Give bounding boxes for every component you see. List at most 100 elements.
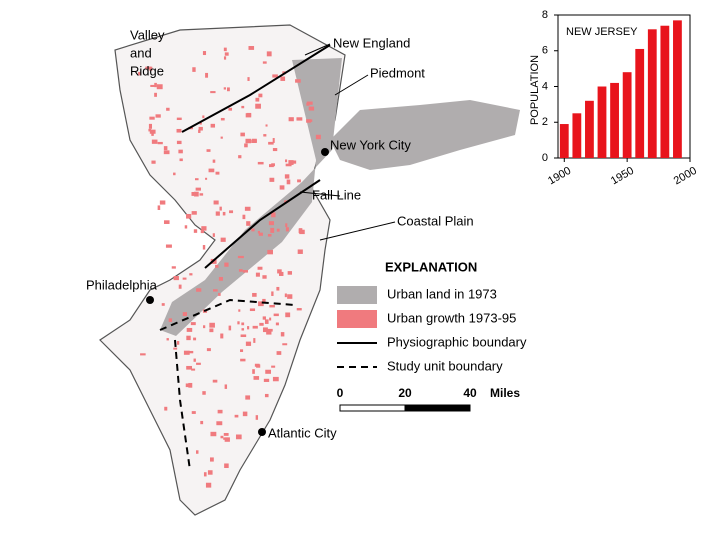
urban-growth-patch <box>207 470 213 475</box>
urban-growth-patch <box>280 76 286 81</box>
urban-growth-patch <box>285 227 289 232</box>
urban-growth-patch <box>238 309 241 312</box>
urban-growth-patch <box>267 249 273 255</box>
urban-growth-patch <box>220 136 223 139</box>
urban-growth-patch <box>151 139 158 144</box>
urban-growth-patch <box>265 124 268 127</box>
urban-growth-patch <box>176 128 182 133</box>
city-label: New York City <box>330 137 411 152</box>
urban-growth-patch <box>151 160 156 164</box>
region-label: and <box>130 45 152 60</box>
urban-growth-patch <box>258 232 263 236</box>
urban-growth-patch <box>308 106 315 111</box>
urban-growth-patch <box>191 211 197 215</box>
urban-growth-patch <box>199 121 202 125</box>
urban-growth-patch <box>255 103 261 109</box>
urban-growth-patch <box>288 160 294 165</box>
x-tick-label: 2000 <box>672 165 699 188</box>
urban-growth-patch <box>270 227 275 233</box>
urban-growth-patch <box>216 421 223 426</box>
urban-growth-patch <box>195 178 199 181</box>
urban-growth-patch <box>220 435 224 439</box>
bar <box>585 100 594 158</box>
urban-growth-patch <box>235 434 242 440</box>
urban-growth-patch <box>252 325 258 329</box>
urban-growth <box>138 46 321 488</box>
urban-growth-patch <box>240 358 246 362</box>
urban-growth-patch <box>217 409 223 414</box>
urban-growth-patch <box>224 384 228 389</box>
region-label: Ridge <box>130 63 164 78</box>
urban-growth-patch <box>224 463 229 469</box>
city-label: Atlantic City <box>268 425 337 440</box>
urban-growth-patch <box>186 327 193 332</box>
urban-growth-patch <box>285 159 288 163</box>
urban-growth-patch <box>212 233 215 237</box>
urban-growth-patch <box>253 338 256 343</box>
urban-growth-patch <box>179 158 183 162</box>
urban-growth-patch <box>252 292 257 297</box>
urban-growth-patch <box>258 93 263 98</box>
urban-growth-patch <box>213 200 219 205</box>
urban-growth-patch <box>285 223 288 228</box>
urban-growth-patch <box>262 327 268 333</box>
study-unit-boundary <box>174 339 191 471</box>
scale-label: 20 <box>398 386 412 400</box>
urban-growth-patch <box>251 138 257 143</box>
urban-growth-patch <box>223 87 226 90</box>
urban-growth-patch <box>173 172 176 176</box>
urban-growth-patch <box>223 56 227 60</box>
urban-growth-patch <box>241 105 245 109</box>
urban-growth-patch <box>203 472 207 477</box>
urban-growth-patch <box>182 277 187 280</box>
bar <box>572 113 582 158</box>
urban-growth-patch <box>262 275 267 279</box>
urban-growth-patch <box>193 358 196 362</box>
urban-growth-patch <box>209 457 214 462</box>
urban-growth-patch <box>140 353 146 356</box>
urban-growth-patch <box>229 210 234 214</box>
urban-growth-patch <box>246 221 251 226</box>
bar <box>610 82 619 158</box>
legend-title: EXPLANATION <box>385 259 477 274</box>
urban-growth-patch <box>149 66 153 71</box>
scale-bar: 0 20 40 Miles <box>337 386 520 412</box>
urban-growth-patch <box>150 84 155 87</box>
scale-segment <box>404 404 471 412</box>
urban-growth-patch <box>209 322 215 328</box>
urban-growth-patch <box>292 160 297 164</box>
urban-growth-patch <box>241 328 245 331</box>
urban-growth-patch <box>203 325 206 329</box>
urban-growth-patch <box>251 228 255 232</box>
urban-growth-patch <box>245 395 251 400</box>
urban-growth-patch <box>189 273 193 276</box>
bar <box>647 29 657 158</box>
urban-growth-patch <box>183 350 190 355</box>
bar <box>635 48 645 158</box>
urban-growth-patch <box>263 378 270 382</box>
urban-growth-patch <box>224 52 229 56</box>
bar <box>597 86 607 158</box>
urban-growth-patch <box>198 126 203 131</box>
urban-growth-patch <box>254 363 260 367</box>
physiographic-boundary <box>181 44 331 133</box>
x-tick-label: 1950 <box>609 165 636 188</box>
urban-growth-patch <box>286 179 291 185</box>
urban-growth-patch <box>299 228 303 233</box>
urban-growth-patch <box>285 312 291 318</box>
urban-growth-patch <box>205 177 208 180</box>
urban-growth-patch <box>166 107 170 111</box>
urban-growth-patch <box>215 211 220 216</box>
urban-growth-patch <box>166 338 169 341</box>
urban-growth-patch <box>245 138 252 144</box>
urban-growth-patch <box>276 351 282 355</box>
urban-growth-patch <box>282 343 288 346</box>
legend-label: Study unit boundary <box>387 358 503 373</box>
urban-growth-patch <box>149 116 155 120</box>
urban-growth-patch <box>218 292 221 296</box>
urban-growth-patch <box>284 293 287 298</box>
urban-growth-patch <box>227 87 230 92</box>
city-dot <box>146 296 154 304</box>
urban-growth-patch <box>255 272 260 277</box>
